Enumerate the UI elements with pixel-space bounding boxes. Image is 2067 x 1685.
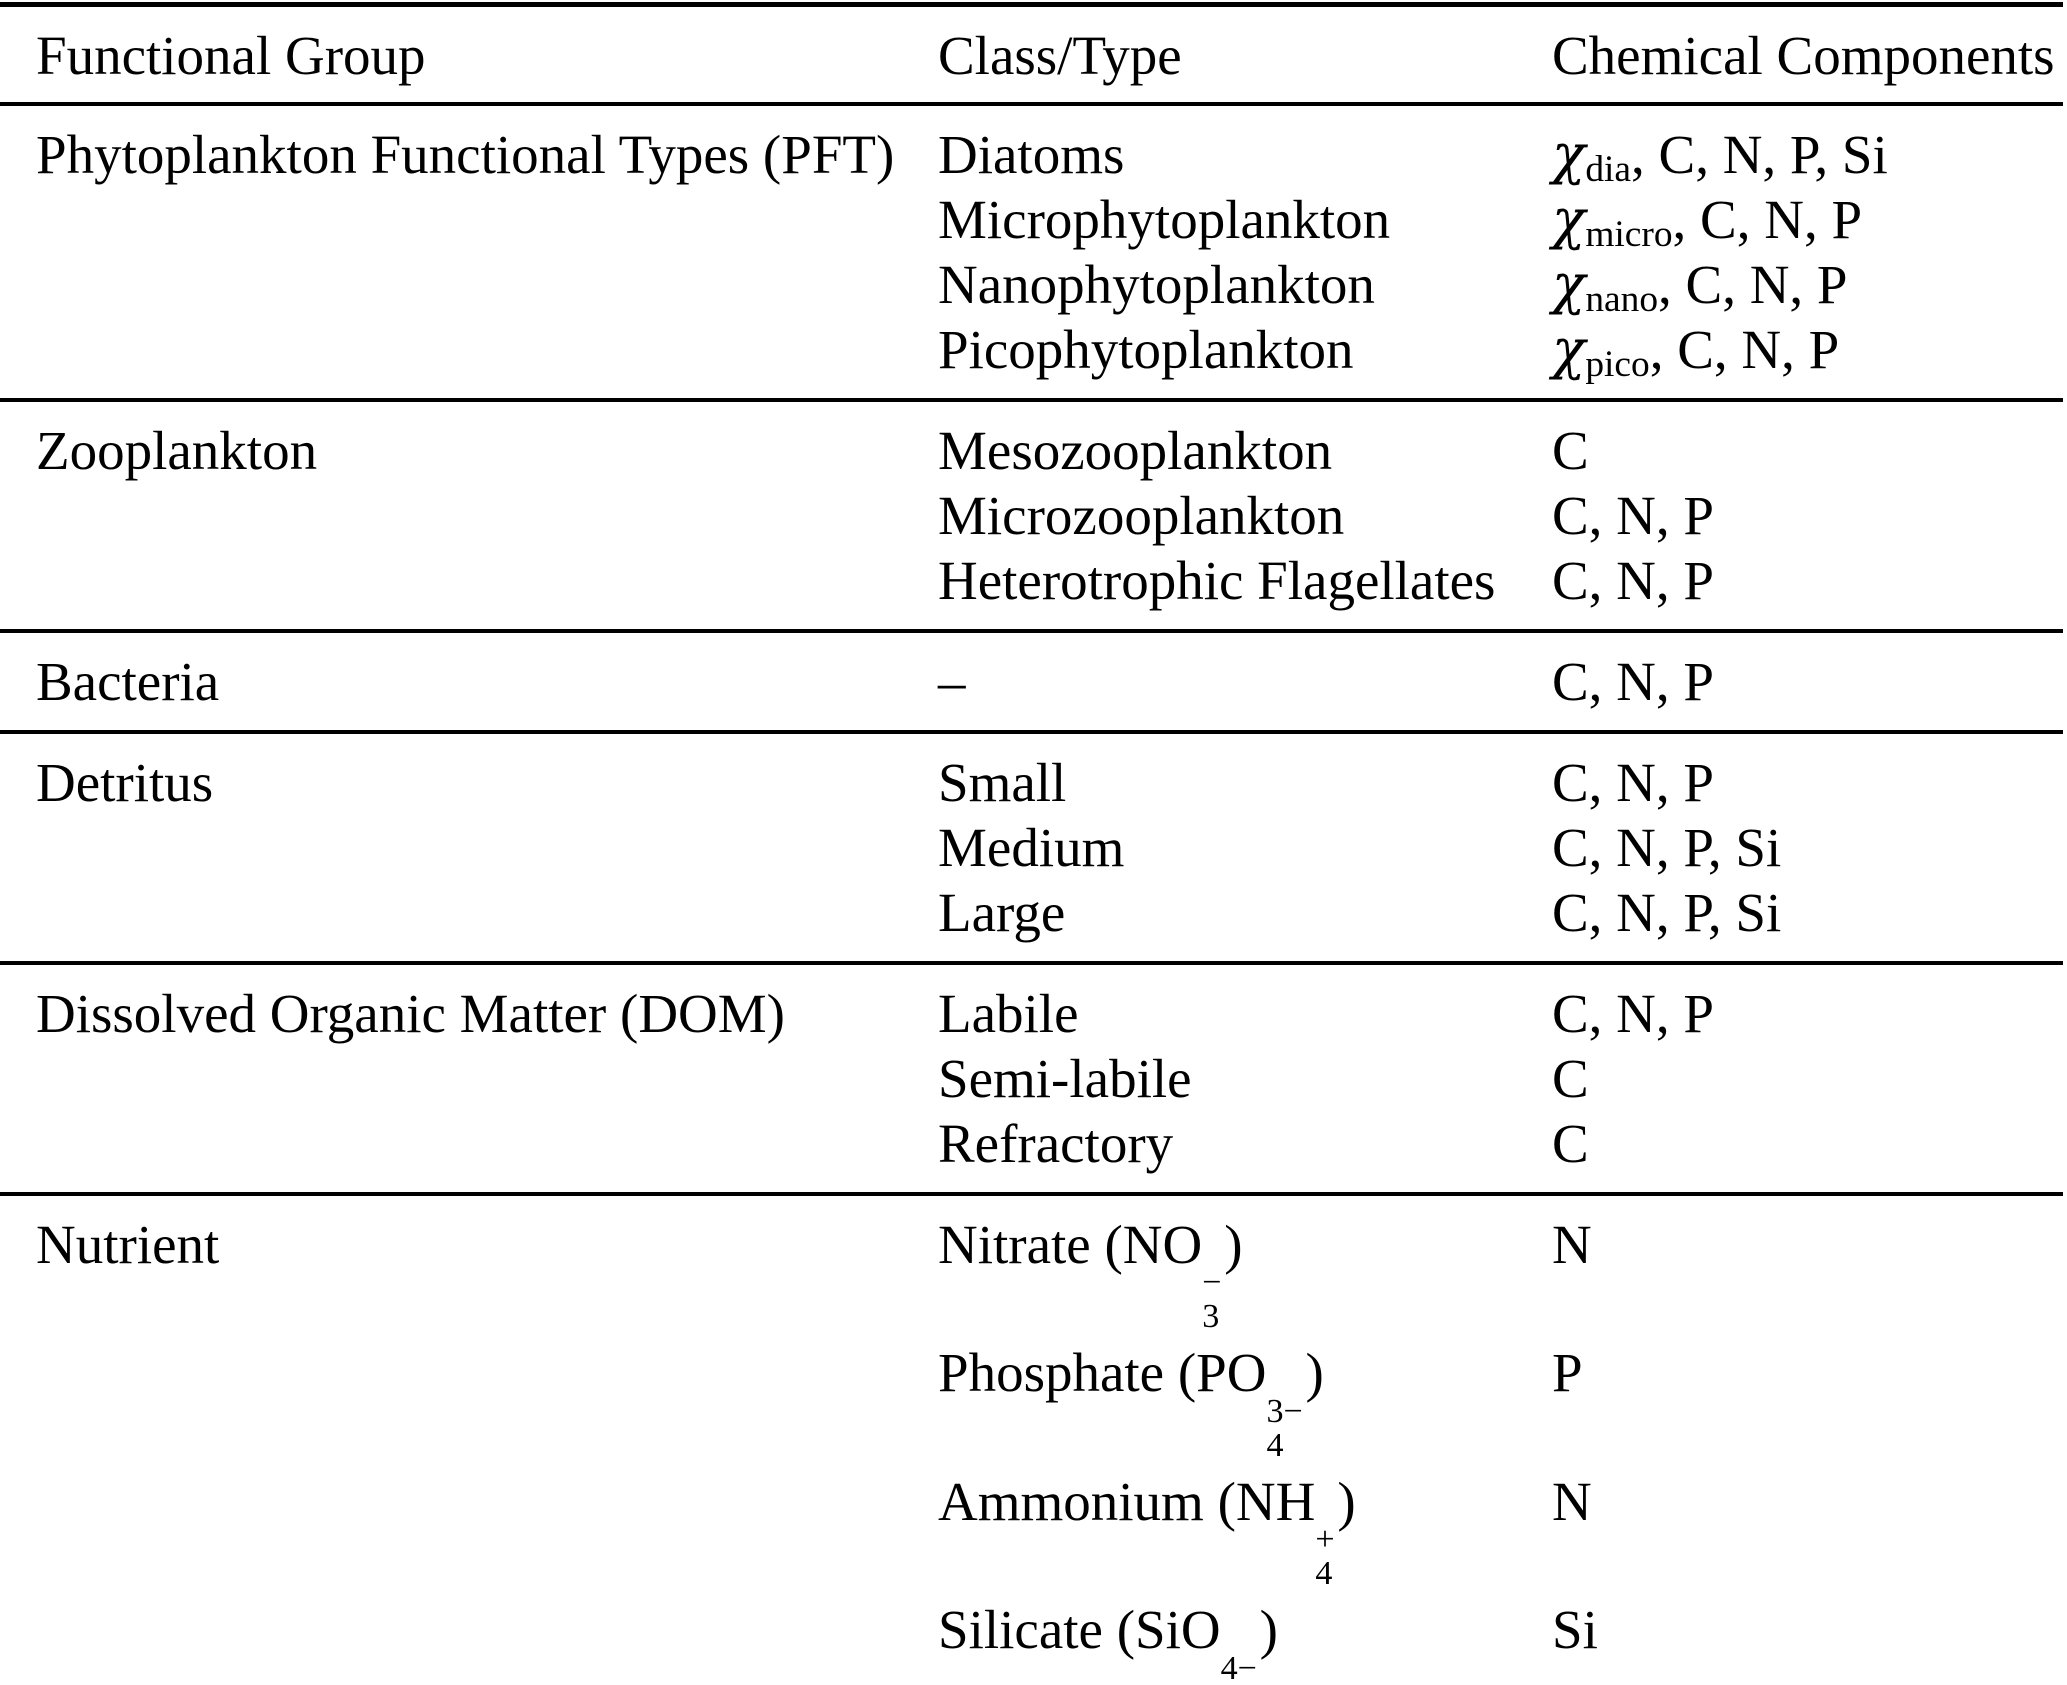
class-type-cell: Picophytoplankton bbox=[938, 319, 1354, 380]
table-row: Semi-labile C bbox=[0, 1046, 2063, 1111]
table-row: Phytoplankton Functional Types (PFT) Dia… bbox=[0, 104, 2063, 191]
table-row: Microphytoplankton χmicro, C, N, P bbox=[0, 187, 2063, 256]
class-type-cell: – bbox=[938, 651, 966, 712]
functional-group-cell: Nutrient bbox=[36, 1214, 220, 1275]
column-header-class-type: Class/Type bbox=[938, 25, 1182, 86]
class-type-cell: Medium bbox=[938, 817, 1125, 878]
class-type-cell: Heterotrophic Flagellates bbox=[938, 550, 1496, 611]
components-cell: χmicro, C, N, P bbox=[1552, 187, 1863, 256]
table-row: Ammonium (NH +4) N bbox=[0, 1463, 2063, 1591]
components-cell: N bbox=[1552, 1214, 1592, 1275]
class-type-cell: Microzooplankton bbox=[938, 485, 1345, 546]
table-row: Heterotrophic Flagellates C, N, P bbox=[0, 548, 2063, 631]
functional-group-cell: Phytoplankton Functional Types (PFT) bbox=[36, 124, 895, 185]
components-cell: C bbox=[1552, 1048, 1589, 1109]
class-type-cell: Nitrate (NO −3) bbox=[938, 1214, 1243, 1336]
table-row: Dissolved Organic Matter (DOM) Labile C,… bbox=[0, 963, 2063, 1046]
components-cell: C bbox=[1552, 1113, 1589, 1174]
class-type-cell: Nanophytoplankton bbox=[938, 254, 1375, 315]
class-type-cell: Diatoms bbox=[938, 124, 1125, 185]
table-row: Nutrient Nitrate (NO −3) N bbox=[0, 1194, 2063, 1334]
class-type-cell: Large bbox=[938, 882, 1066, 943]
components-cell: C bbox=[1552, 420, 1589, 481]
components-cell: C, N, P bbox=[1552, 550, 1714, 611]
class-type-cell: Labile bbox=[938, 983, 1079, 1044]
section-dom: Dissolved Organic Matter (DOM) Labile C,… bbox=[0, 963, 2063, 1194]
section-nutrient: Nutrient Nitrate (NO −3) N Phosphate (PO 3… bbox=[0, 1194, 2063, 1685]
table-row: Zooplankton Mesozooplankton C bbox=[0, 400, 2063, 483]
components-cell: C, N, P, Si bbox=[1552, 817, 1782, 878]
functional-group-cell: Zooplankton bbox=[36, 420, 318, 481]
section-zooplankton: Zooplankton Mesozooplankton C Microzoopl… bbox=[0, 400, 2063, 631]
class-type-cell: Microphytoplankton bbox=[938, 189, 1391, 250]
components-cell: C, N, P bbox=[1552, 983, 1714, 1044]
components-cell: C, N, P bbox=[1552, 752, 1714, 813]
class-type-cell: Refractory bbox=[938, 1113, 1174, 1174]
functional-group-cell: Bacteria bbox=[36, 651, 220, 712]
section-bacteria: Bacteria – C, N, P bbox=[0, 631, 2063, 732]
section-pft: Phytoplankton Functional Types (PFT) Dia… bbox=[0, 104, 2063, 400]
header-row: Functional Group Class/Type Chemical Com… bbox=[0, 5, 2063, 105]
section-detritus: Detritus Small C, N, P Medium C, N, P, S… bbox=[0, 732, 2063, 963]
table-row: Phosphate (PO 3− 4) P bbox=[0, 1334, 2063, 1462]
class-type-cell: Mesozooplankton bbox=[938, 420, 1333, 481]
table-row: Large C, N, P, Si bbox=[0, 880, 2063, 963]
column-header-chemical-components: Chemical Components bbox=[1552, 25, 2055, 86]
components-cell: χnano, C, N, P bbox=[1552, 252, 1848, 321]
components-cell: C, N, P, Si bbox=[1552, 882, 1782, 943]
table-row: Detritus Small C, N, P bbox=[0, 732, 2063, 815]
components-cell: χdia, C, N, P, Si bbox=[1552, 122, 1888, 191]
table-row: Microzooplankton C, N, P bbox=[0, 483, 2063, 548]
components-cell: C, N, P bbox=[1552, 651, 1714, 712]
components-cell: χpico, C, N, P bbox=[1552, 317, 1840, 386]
components-cell: N bbox=[1552, 1470, 1592, 1532]
column-header-functional-group: Functional Group bbox=[36, 25, 426, 86]
table-row: Medium C, N, P, Si bbox=[0, 815, 2063, 880]
class-type-cell: Small bbox=[938, 752, 1067, 813]
table-header: Functional Group Class/Type Chemical Com… bbox=[0, 5, 2063, 105]
table-row: Picophytoplankton χpico, C, N, P bbox=[0, 317, 2063, 400]
class-type-cell: Semi-labile bbox=[938, 1048, 1192, 1109]
components-cell: C, N, P bbox=[1552, 485, 1714, 546]
table-row: Nanophytoplankton χnano, C, N, P bbox=[0, 252, 2063, 321]
functional-group-cell: Dissolved Organic Matter (DOM) bbox=[36, 983, 785, 1044]
components-cell: Si bbox=[1552, 1599, 1598, 1661]
components-cell: P bbox=[1552, 1342, 1583, 1404]
functional-group-cell: Detritus bbox=[36, 752, 214, 813]
table-row: Bacteria – C, N, P bbox=[0, 631, 2063, 732]
class-type-cell: Ammonium (NH +4) bbox=[938, 1470, 1356, 1593]
table-row: Refractory C bbox=[0, 1111, 2063, 1194]
class-type-cell: Phosphate (PO 3− 4) bbox=[938, 1342, 1324, 1464]
